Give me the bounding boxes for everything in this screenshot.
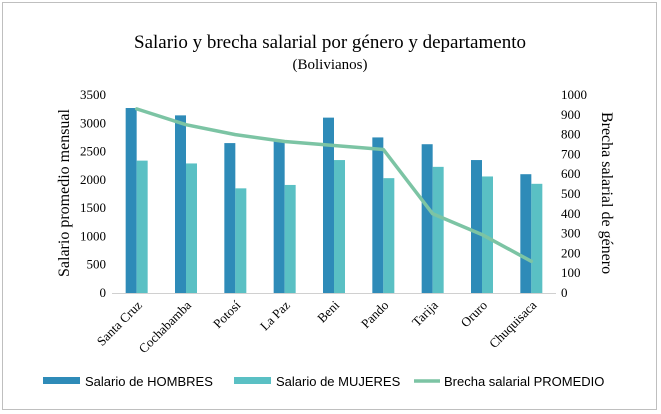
bar-mujeres	[334, 160, 345, 293]
y2-tick-label: 300	[561, 226, 581, 241]
x-tick-label: La Paz	[257, 297, 293, 333]
y2-tick-label: 800	[561, 127, 581, 142]
y2-tick-label: 0	[561, 285, 568, 300]
y-tick-label: 500	[87, 257, 107, 272]
y2-tick-label: 100	[561, 265, 581, 280]
bar-mujeres	[383, 178, 395, 293]
y-tick-label: 2500	[80, 144, 106, 159]
x-tick-label: Potosí	[210, 297, 244, 331]
bar-mujeres	[432, 166, 444, 293]
bar-hombres	[224, 143, 236, 293]
x-tick-label: Cochabamba	[136, 297, 195, 356]
y-tick-label: 2000	[80, 172, 106, 187]
bar-hombres	[323, 117, 334, 293]
y2-tick-label: 500	[561, 186, 581, 201]
y-tick-label: 3500	[80, 87, 106, 102]
y2-axis-label: Brecha salarial de género	[598, 112, 615, 274]
y2-tick-label: 600	[561, 166, 581, 181]
bar-hombres	[421, 144, 433, 293]
bar-hombres	[471, 160, 482, 293]
bar-hombres	[125, 108, 137, 293]
x-tick-label: Tarija	[409, 297, 441, 329]
bar-mujeres	[531, 183, 543, 293]
x-tick-label: Chuquisaca	[486, 297, 540, 351]
y2-tick-label: 200	[561, 245, 581, 260]
y-tick-label: 3000	[80, 115, 106, 130]
bar-mujeres	[186, 163, 197, 293]
y-tick-label: 0	[100, 285, 107, 300]
y2-tick-label: 1000	[561, 87, 587, 102]
chart-subtitle: (Bolivianos)	[293, 57, 368, 73]
bar-hombres	[273, 141, 285, 293]
chart-title: Salario y brecha salarial por género y d…	[134, 32, 526, 53]
bar-hombres	[372, 137, 384, 293]
y2-tick-label: 700	[561, 146, 581, 161]
bar-mujeres	[482, 176, 493, 293]
x-tick-label: Santa Cruz	[94, 297, 145, 348]
x-tick-label: Pando	[358, 298, 392, 332]
legend-label: Salario de MUJERES	[276, 374, 401, 389]
bar-hombres	[520, 174, 532, 293]
legend: Salario de HOMBRES Salario de MUJERES Brec…	[43, 374, 604, 389]
plot-area: 0 500 1000 1500 2000 2500 3000 3500 0 100 200 300 40…	[80, 87, 587, 356]
legend-swatch	[234, 377, 271, 384]
bar-mujeres	[235, 188, 247, 293]
y-tick-label: 1000	[80, 228, 106, 243]
bar-mujeres	[136, 160, 148, 293]
x-tick-label: Oruro	[458, 298, 491, 331]
bar-hombres	[175, 115, 186, 293]
legend-swatch	[43, 377, 80, 384]
y-axis-label: Salario promedio mensual	[56, 108, 73, 277]
bar-mujeres	[284, 184, 296, 293]
y2-tick-label: 900	[561, 107, 581, 122]
y-tick-label: 1500	[80, 200, 106, 215]
x-tick-label: Beni	[314, 297, 342, 325]
legend-label: Salario de HOMBRES	[85, 374, 213, 389]
line-brecha	[134, 107, 534, 264]
legend-label: Brecha salarial PROMEDIO	[444, 374, 604, 389]
y2-tick-label: 400	[561, 206, 581, 221]
